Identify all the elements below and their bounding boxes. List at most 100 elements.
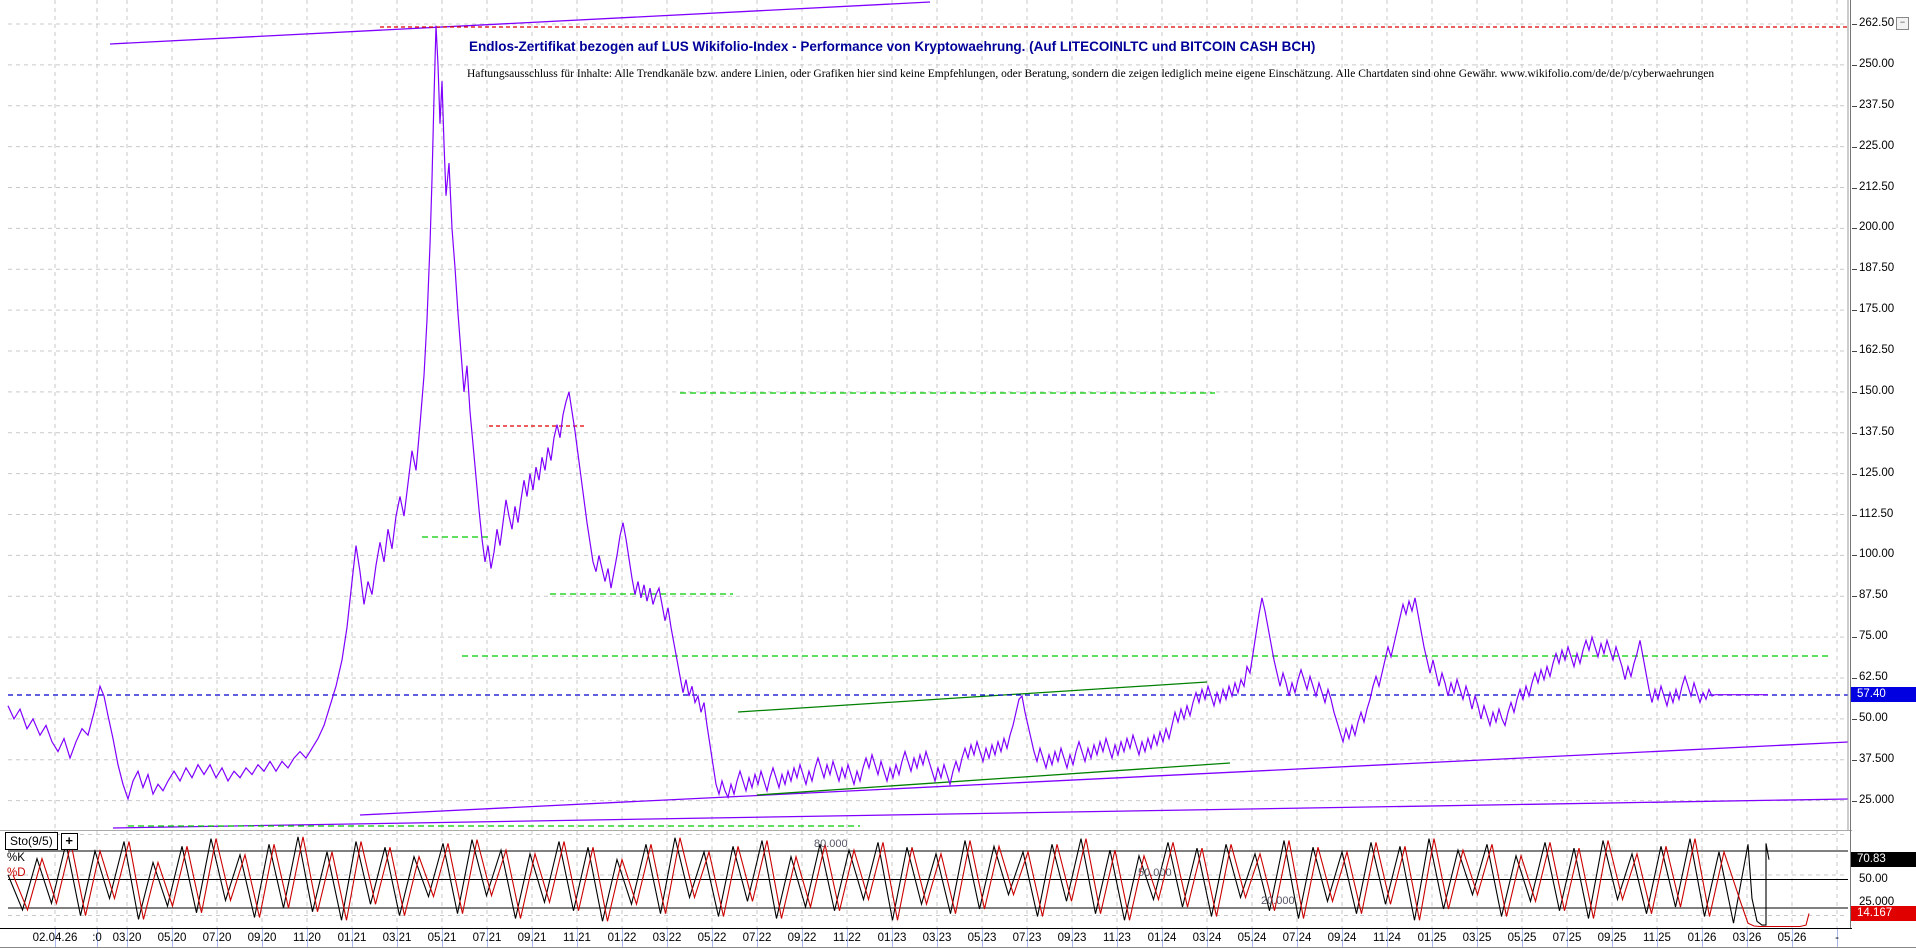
time-axis-tick [307, 929, 308, 948]
stochastic-axis-label: 50.00 [1859, 872, 1888, 885]
axis-tick [1852, 105, 1857, 107]
time-axis-label: 01.26 [1687, 932, 1717, 944]
price-axis-label: 162.50 [1859, 344, 1895, 356]
axis-tick [1852, 310, 1857, 312]
time-axis-tick [1342, 929, 1343, 948]
stochastic-k-badge: 70.83 [1851, 851, 1916, 867]
axis-tick [1852, 514, 1857, 516]
price-axis-label: 262.50 [1859, 17, 1895, 29]
price-axis-label: 200.00 [1859, 221, 1895, 234]
axis-tick [1852, 24, 1857, 25]
support-line-lower [112, 798, 1849, 829]
time-axis-tick [892, 929, 893, 948]
time-axis-tick [172, 929, 173, 948]
time-axis-tick [802, 929, 803, 948]
stochastic-d-label: %D [7, 867, 26, 879]
time-axis-tick [1837, 929, 1838, 948]
stochastic-indicator-label[interactable]: Sto(9/5) [5, 832, 58, 850]
price-axis-label: 150.00 [1859, 384, 1895, 397]
time-axis-tick [1657, 929, 1658, 948]
time-axis-label: 07.22 [742, 932, 772, 944]
price-axis-label: 50.00 [1859, 711, 1888, 724]
time-axis-tick [262, 929, 263, 948]
time-axis-tick [1162, 929, 1163, 948]
time-axis-tick [397, 929, 398, 948]
time-axis-tick [1702, 929, 1703, 948]
time-axis-tick [1297, 929, 1298, 948]
main-price-chart[interactable] [0, 0, 1852, 830]
time-axis-tick [1477, 929, 1478, 948]
time-axis-tick [352, 929, 353, 948]
time-axis-tick [1432, 929, 1433, 948]
axis-separator [1850, 0, 1851, 947]
time-axis-label: 03.21 [382, 932, 412, 944]
time-axis-label: 09.21 [517, 932, 547, 944]
time-axis-label: 03.20 [112, 932, 142, 944]
price-axis-label: 225.00 [1859, 139, 1895, 152]
price-axis-label: 137.50 [1859, 425, 1895, 438]
price-axis-label: 175.00 [1859, 303, 1895, 316]
axis-tick [1852, 759, 1857, 761]
time-axis-label: 07.25 [1552, 932, 1582, 944]
time-axis-tick [577, 929, 578, 948]
stochastic-level-label: 80.000 [814, 838, 848, 850]
disclaimer-text: Haftungsausschluss für Inhalte: Alle Tre… [467, 68, 1715, 80]
add-indicator-icon[interactable]: + [60, 832, 78, 850]
last-price-badge: 57.40 [1851, 686, 1916, 702]
axis-tick [1852, 718, 1857, 720]
time-axis-tick [712, 929, 713, 948]
stochastic-level-label: 50.000 [1138, 866, 1172, 879]
time-axis-label: 05.22 [697, 932, 727, 944]
axis-tick [1852, 228, 1857, 230]
time-axis-tick [1117, 929, 1118, 948]
time-axis-tick [1252, 929, 1253, 948]
price-axis-label: 62.50 [1859, 671, 1888, 683]
price-axis-label: 212.50 [1859, 180, 1895, 193]
axis-tick [1852, 678, 1857, 679]
price-axis[interactable]: 262.50 250.00 237.50 225.00 212.50 200.00 187.… [1852, 0, 1916, 948]
axis-tick [1852, 637, 1857, 639]
time-axis-label: 03.24 [1192, 932, 1222, 944]
time-axis-label: 07.20 [202, 932, 232, 944]
time-axis-label: 05.20 [157, 932, 187, 944]
price-axis-label: 250.00 [1859, 57, 1895, 70]
stochastic-legend: Sto(9/5) + [5, 832, 78, 850]
time-axis-label: 07.24 [1282, 932, 1312, 944]
price-axis-label: 25.000 [1859, 793, 1895, 806]
time-axis-tick [487, 929, 488, 948]
axis-tick [1852, 555, 1857, 557]
time-axis-label: 03.26 [1732, 932, 1762, 944]
price-axis-label: 112.50 [1859, 507, 1894, 520]
time-axis-label: 11.25 [1643, 932, 1671, 944]
time-axis-tick [55, 929, 56, 948]
time-axis-tick [622, 929, 623, 948]
price-axis-label: 100.00 [1859, 548, 1895, 561]
time-axis-tick [1612, 929, 1613, 948]
collapse-panel-icon[interactable]: − [1896, 17, 1909, 30]
axis-tick [1852, 351, 1857, 352]
time-axis-label: 03.25 [1462, 932, 1492, 944]
time-axis-label: :0 [92, 932, 102, 944]
time-axis-label: 01.24 [1147, 932, 1177, 944]
time-axis-label: 01.25 [1417, 932, 1447, 944]
time-axis-tick [937, 929, 938, 948]
time-axis[interactable]: 02.04.26:0 03.20 05.20 07.20 09.20 11.20 01.21… [0, 928, 1852, 948]
time-axis-label: 11.24 [1373, 932, 1401, 944]
time-axis-label: 11.23 [1103, 932, 1131, 944]
stochastic-panel[interactable] [0, 830, 1852, 928]
time-axis-label: 07.23 [1012, 932, 1042, 944]
time-axis-label: 07.21 [472, 932, 502, 944]
time-axis-label: 05.25 [1507, 932, 1537, 944]
time-axis-tick [1387, 929, 1388, 948]
time-axis-tick [1207, 929, 1208, 948]
axis-tick [1852, 391, 1857, 393]
time-axis-label: 01.22 [607, 932, 637, 944]
axis-tick [1852, 800, 1857, 802]
green-channel-upper [737, 681, 1208, 713]
time-axis-label: 09.22 [787, 932, 817, 944]
stochastic-k-label: %K [7, 852, 25, 864]
price-line [7, 25, 1768, 802]
time-axis-label: 11.20 [293, 932, 321, 944]
time-axis-tick [847, 929, 848, 948]
